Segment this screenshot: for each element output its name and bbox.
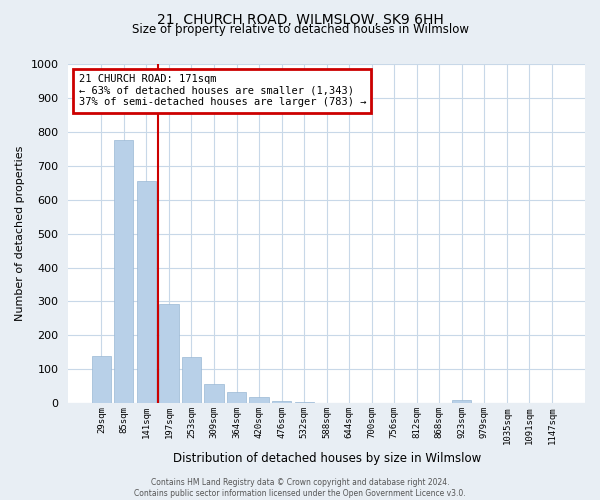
Text: 21 CHURCH ROAD: 171sqm
← 63% of detached houses are smaller (1,343)
37% of semi-: 21 CHURCH ROAD: 171sqm ← 63% of detached… [79, 74, 366, 108]
Bar [160, 304, 179, 404]
Y-axis label: Number of detached properties: Number of detached properties [15, 146, 25, 322]
Bar [272, 401, 291, 404]
Bar [182, 358, 201, 404]
Bar [452, 400, 472, 404]
Text: Size of property relative to detached houses in Wilmslow: Size of property relative to detached ho… [131, 22, 469, 36]
Bar [114, 140, 133, 404]
Bar [205, 384, 224, 404]
Text: 21, CHURCH ROAD, WILMSLOW, SK9 6HH: 21, CHURCH ROAD, WILMSLOW, SK9 6HH [157, 12, 443, 26]
X-axis label: Distribution of detached houses by size in Wilmslow: Distribution of detached houses by size … [173, 452, 481, 465]
Text: Contains HM Land Registry data © Crown copyright and database right 2024.
Contai: Contains HM Land Registry data © Crown c… [134, 478, 466, 498]
Bar [137, 181, 156, 404]
Bar [92, 356, 111, 404]
Bar [250, 397, 269, 404]
Bar [227, 392, 246, 404]
Bar [295, 402, 314, 404]
